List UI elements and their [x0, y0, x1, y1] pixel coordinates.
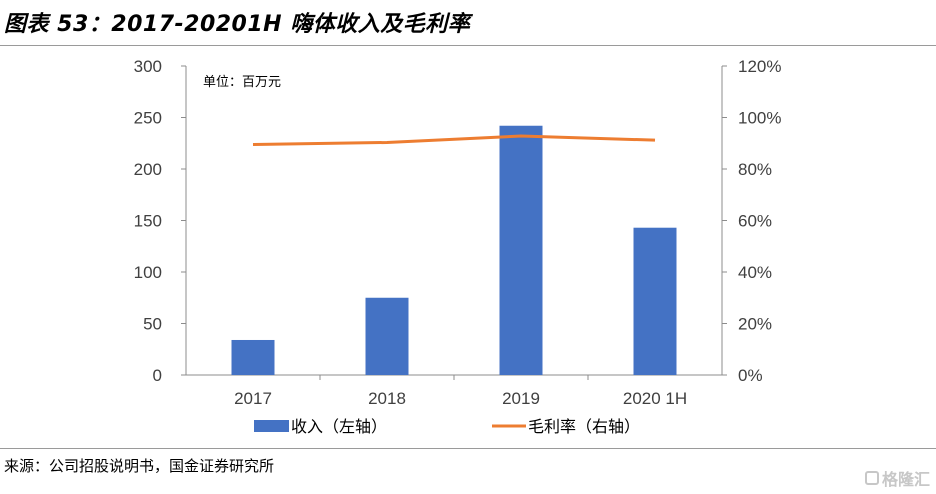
y-right-tick-label: 80%: [738, 160, 772, 179]
y-right-tick-label: 60%: [738, 212, 772, 231]
y-left-tick-label: 200: [134, 160, 162, 179]
x-tick-label: 2017: [234, 389, 272, 408]
x-tick-label: 2018: [368, 389, 406, 408]
line-gross-margin: [252, 134, 656, 147]
y-left-tick-label: 0: [153, 366, 162, 385]
watermark-text: 格隆汇: [881, 470, 930, 489]
watermark: 格隆汇: [864, 466, 930, 490]
y-right-tick-label: 0%: [738, 366, 763, 385]
bar-revenue: [365, 297, 409, 375]
legend-bar-label: 收入（左轴）: [291, 417, 387, 436]
y-right-tick-label: 100%: [738, 109, 781, 128]
source-note: 来源：公司招股说明书，国金证券研究所: [4, 457, 275, 475]
watermark-logo-icon: [864, 471, 879, 485]
y-left-tick-label: 300: [134, 57, 162, 76]
bar-revenue: [231, 339, 275, 375]
y-left-tick-label: 100: [134, 263, 162, 282]
unit-label: 单位：百万元: [203, 75, 281, 90]
x-tick-label: 2020 1H: [623, 389, 687, 408]
y-left-tick-label: 150: [134, 212, 162, 231]
x-tick-label: 2019: [502, 389, 540, 408]
y-left-tick-label: 50: [143, 315, 162, 334]
bar-revenue: [633, 227, 677, 375]
footer-divider: [0, 448, 936, 449]
title-divider: [0, 45, 936, 46]
y-right-tick-label: 120%: [738, 57, 781, 76]
y-left-tick-label: 250: [134, 109, 162, 128]
legend-bar-swatch: [254, 420, 289, 432]
legend-line-label: 毛利率（右轴）: [528, 417, 640, 436]
y-right-tick-label: 40%: [738, 263, 772, 282]
y-right-tick-label: 20%: [738, 315, 772, 334]
bar-revenue: [499, 125, 543, 376]
chart-title: 图表 53：2017-20201H 嗨体收入及毛利率: [4, 12, 471, 37]
